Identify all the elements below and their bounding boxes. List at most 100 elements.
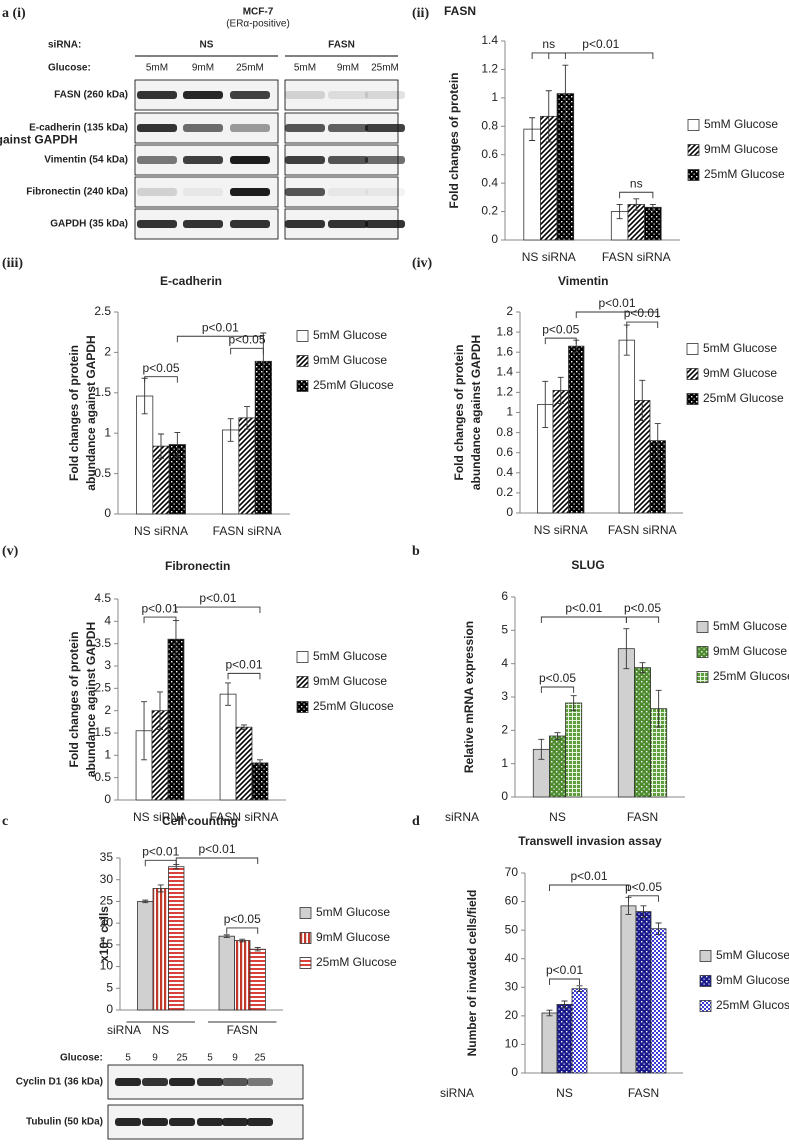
chart-title: SLUG — [571, 558, 604, 572]
error-bar — [633, 198, 640, 211]
error-bar — [542, 380, 549, 429]
blot-row-label: GAPDH (35 kDa) — [50, 219, 128, 230]
y-tick-label: 0 — [501, 789, 508, 803]
error-bar — [225, 682, 232, 706]
chart-title: E-cadherin — [160, 274, 222, 288]
y-tick-label: 50 — [505, 922, 519, 936]
band — [137, 124, 177, 132]
y-tick-label: 2 — [104, 703, 111, 717]
blot-box — [284, 79, 399, 111]
legend-label: 25mM Glucose — [704, 167, 785, 181]
legend-swatch — [699, 1000, 712, 1012]
chart-title: Fibronectin — [165, 559, 230, 573]
error-bar — [538, 738, 545, 760]
chart-title: Cell counting — [162, 814, 238, 828]
blot-subtitle: (ERα-positive) — [226, 19, 290, 30]
bar — [571, 988, 588, 1074]
legend-swatch — [299, 932, 312, 944]
panel-label: d — [412, 814, 420, 829]
y-tick-label: 0.4 — [496, 465, 513, 479]
y-tick-label: 70 — [505, 865, 519, 879]
y-axis-label: Fold changes of protein — [67, 345, 81, 481]
legend-label: 9mM Glucose — [713, 644, 787, 658]
y-tick-label: 4 — [501, 656, 508, 670]
error-bar — [639, 379, 646, 421]
annotation: p<0.01 — [199, 591, 236, 605]
bar — [634, 667, 651, 798]
blot-row-label: Cyclin D1 (36 kDa) — [16, 1077, 103, 1088]
blot-row-label: Tubulin (50 kDa) — [26, 1117, 103, 1128]
band — [183, 220, 223, 228]
annotation: p<0.05 — [224, 912, 261, 926]
x-tick-label: FASN siRNA — [602, 250, 671, 264]
bracket — [619, 191, 654, 199]
annotation: p<0.05 — [624, 601, 661, 615]
y-tick-label: 6 — [501, 589, 508, 603]
error-bar — [557, 376, 564, 404]
lane-label: 25 — [176, 1053, 188, 1064]
error-bar — [654, 423, 661, 459]
y-tick-label: 10 — [100, 959, 114, 973]
y-tick-label: 2 — [104, 345, 111, 359]
bracket — [143, 616, 177, 624]
band — [183, 188, 223, 196]
y-tick-label: 0 — [491, 232, 498, 246]
band — [230, 156, 270, 164]
lane-label: 25 — [254, 1053, 266, 1064]
y-tick-label: 0.8 — [496, 425, 513, 439]
band — [197, 1118, 223, 1126]
y-tick-label: 3.5 — [94, 636, 111, 650]
legend-label: 5mM Glucose — [716, 948, 789, 962]
y-axis-label: abundance against GAPDH — [84, 335, 98, 490]
error-bar — [256, 759, 263, 767]
bracket — [540, 686, 575, 693]
annotation: p<0.05 — [542, 322, 579, 336]
y-tick-label: 0 — [511, 1065, 518, 1079]
bracket — [575, 311, 659, 318]
y-axis-label: Number of invaded cells/field — [465, 890, 479, 1057]
legend-swatch — [687, 169, 700, 181]
band — [365, 124, 405, 132]
band — [137, 91, 177, 99]
band — [142, 1078, 168, 1086]
error-bar — [157, 691, 163, 730]
y-tick-label: 1.2 — [481, 62, 498, 76]
lane-label: 5 — [207, 1053, 213, 1064]
bracket — [626, 321, 659, 329]
y-axis-label: x10⁴ cells — [97, 906, 111, 962]
error-bar — [616, 204, 623, 220]
blot-title: MCF-7 — [243, 7, 274, 18]
lane-label: 5mM — [146, 63, 168, 74]
bracket — [175, 857, 259, 864]
band — [247, 1078, 273, 1086]
legend-swatch — [696, 671, 709, 683]
panel-label: (iii) — [2, 256, 23, 271]
band — [365, 220, 405, 228]
error-bar — [158, 433, 164, 459]
y-tick-label: 1.4 — [496, 364, 513, 378]
x-tick-label: NS siRNA — [534, 523, 588, 537]
band — [365, 156, 405, 164]
x-tick-label: FASN — [628, 1086, 659, 1100]
bracket — [549, 884, 629, 891]
legend-swatch — [686, 393, 699, 405]
chart-title: FASN — [444, 4, 476, 18]
y-tick-label: 0.4 — [481, 175, 498, 189]
y-tick-label: 2.5 — [94, 681, 111, 695]
panel-label: (v) — [2, 544, 19, 559]
y-tick-label: 1.5 — [94, 725, 111, 739]
band — [285, 124, 325, 132]
bar — [168, 866, 185, 1011]
bar — [235, 726, 253, 801]
bracket — [544, 337, 577, 345]
band — [169, 1078, 195, 1086]
y-tick-label: 1.6 — [496, 344, 513, 358]
bar — [618, 339, 635, 514]
band — [365, 91, 405, 99]
bracket — [628, 895, 659, 902]
legend-swatch — [296, 355, 309, 367]
y-tick-label: 3 — [104, 658, 111, 672]
glucose-label: Glucose: — [48, 63, 91, 74]
band — [115, 1078, 141, 1086]
bar — [644, 206, 662, 241]
